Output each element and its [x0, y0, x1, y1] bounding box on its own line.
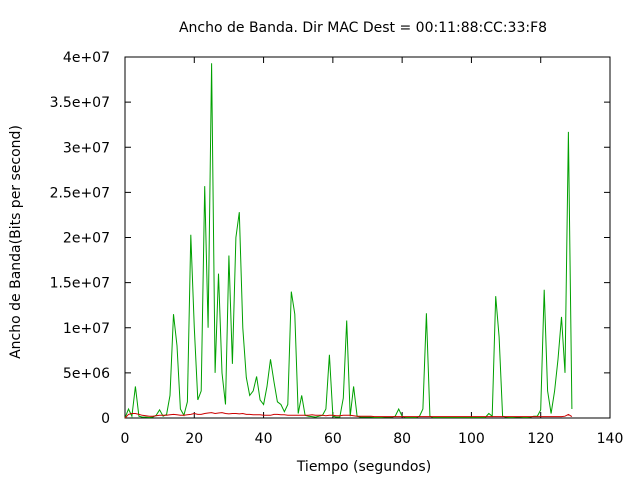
x-tick-label: 20 — [185, 431, 203, 447]
x-tick-label: 120 — [527, 431, 554, 447]
y-tick-label: 4e+07 — [63, 50, 110, 66]
y-tick-label: 1.5e+07 — [50, 276, 110, 292]
y-tick-label: 3e+07 — [63, 140, 110, 156]
series-line-red — [124, 412, 573, 419]
y-tick-label: 2.5e+07 — [50, 185, 110, 201]
x-tick-label: 60 — [324, 431, 342, 447]
x-tick-label: 100 — [458, 431, 485, 447]
series-line-green — [124, 63, 573, 419]
plot-frame — [124, 56, 611, 419]
x-tick-label: 80 — [393, 431, 411, 447]
plot-border — [124, 56, 611, 419]
x-axis: 0 20 40 60 80 100 120 140 — [121, 57, 624, 447]
x-tick-label: 140 — [597, 431, 624, 447]
y-tick-label: 5e+06 — [63, 366, 110, 382]
chart-title: Ancho de Banda. Dir MAC Dest = 00:11:88:… — [179, 20, 547, 36]
y-tick-label: 1e+07 — [63, 321, 110, 337]
series-layer — [124, 63, 573, 419]
y-tick-label: 3.5e+07 — [50, 95, 110, 111]
y-tick-label: 0 — [101, 411, 110, 427]
y-tick-label: 2e+07 — [63, 231, 110, 247]
y-axis-label: Ancho de Banda(Bits per second) — [8, 125, 24, 359]
x-axis-label: Tiempo (segundos) — [296, 459, 431, 475]
y-axis: 0 5e+06 1e+07 1.5e+07 2e+07 2.5e+07 3e+07 3.5e+… — [50, 50, 610, 427]
x-tick-label: 0 — [121, 431, 130, 447]
x-tick-label: 40 — [255, 431, 273, 447]
